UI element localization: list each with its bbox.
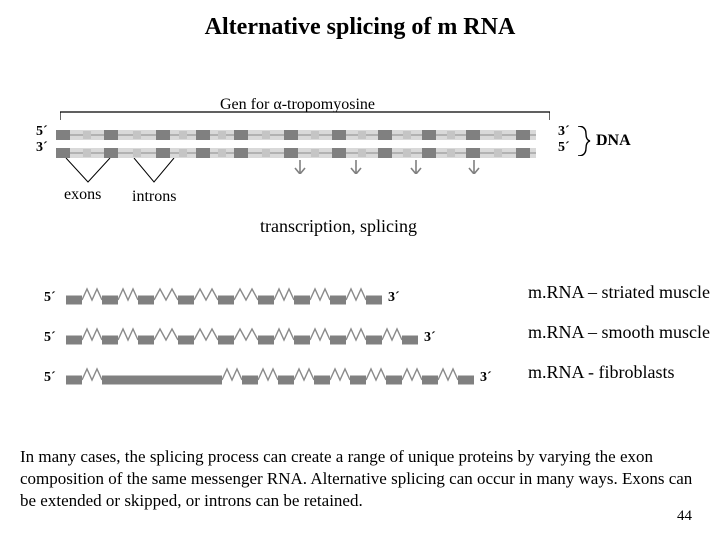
slide-number: 44 xyxy=(677,508,692,525)
dna-label: DNA xyxy=(596,132,631,150)
mrna-3prime: 3´ xyxy=(424,330,436,346)
mrna-striated-label: m.RNA – striated muscle xyxy=(528,282,710,303)
mrna-3prime: 3´ xyxy=(480,370,492,386)
page-title: Alternative splicing of m RNA xyxy=(0,14,720,41)
mrna-5prime: 5´ xyxy=(44,290,56,306)
mrna-5prime: 5´ xyxy=(44,370,56,386)
exon-label: exons xyxy=(64,186,101,204)
dna-5prime-top: 5´ xyxy=(36,124,48,140)
mrna-3prime: 3´ xyxy=(388,290,400,306)
mrna-fibro-label: m.RNA - fibroblasts xyxy=(528,362,675,383)
mrna-smooth-label: m.RNA – smooth muscle xyxy=(528,322,710,343)
mrna-5prime: 5´ xyxy=(44,330,56,346)
exon-pointer-icon xyxy=(60,158,116,186)
dna-3prime-top: 3´ xyxy=(558,124,570,140)
dna-brace-icon xyxy=(576,126,592,156)
dna-3prime-bot: 3´ xyxy=(36,140,48,156)
transcription-label: transcription, splicing xyxy=(260,216,417,237)
intron-label: introns xyxy=(132,188,176,206)
gene-bracket xyxy=(60,108,550,122)
intron-pointer-icon xyxy=(128,158,180,186)
dna-5prime-bot: 5´ xyxy=(558,140,570,156)
body-text: In many cases, the splicing process can … xyxy=(20,446,700,512)
